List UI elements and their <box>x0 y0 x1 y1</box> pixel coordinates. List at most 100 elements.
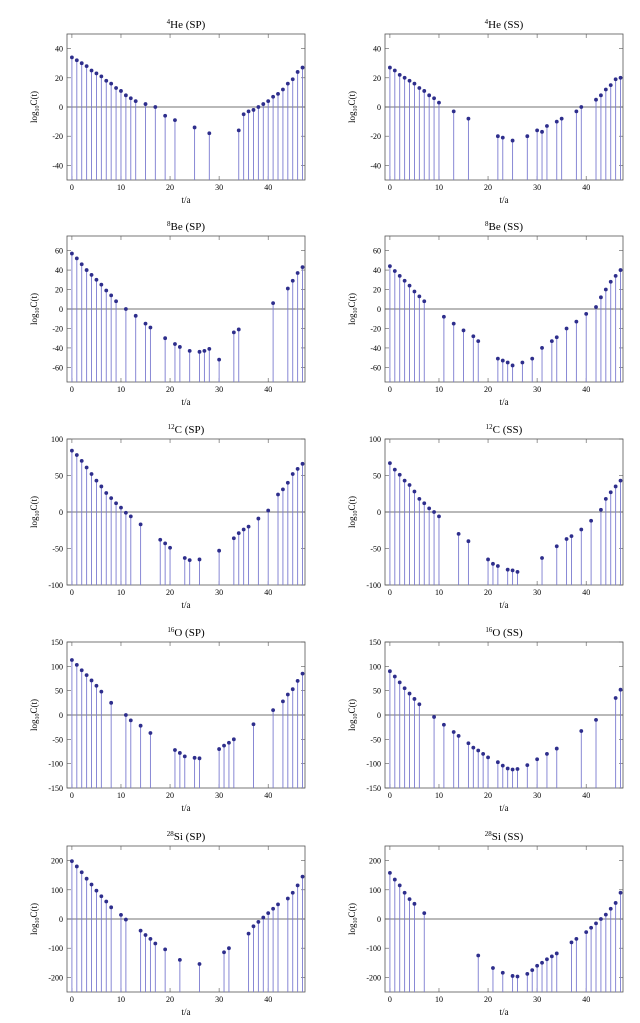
data-point <box>388 65 392 70</box>
data-point <box>99 74 104 79</box>
y-axis-label-sub: 10 <box>35 713 41 719</box>
y-tick-label: -50 <box>370 545 381 554</box>
data-point <box>281 699 285 704</box>
data-point <box>84 673 89 677</box>
x-tick-label: 40 <box>582 995 590 1004</box>
data-point <box>138 723 143 728</box>
data-point <box>114 299 118 304</box>
y-axis-label-pre: log <box>347 923 357 935</box>
data-point <box>540 556 544 560</box>
y-tick-label: 50 <box>55 687 63 696</box>
y-tick-label: -200 <box>48 973 63 982</box>
data-point <box>99 484 104 489</box>
data-point <box>276 902 280 907</box>
data-point <box>397 72 402 77</box>
data-point <box>182 754 187 759</box>
data-point <box>123 917 128 922</box>
data-point <box>545 752 549 756</box>
y-axis-label-sub: 10 <box>35 105 41 111</box>
data-point <box>217 357 222 362</box>
data-point <box>119 505 123 510</box>
x-tick-label: 40 <box>264 791 272 800</box>
x-tick-label: 0 <box>70 588 74 597</box>
data-point <box>266 99 271 104</box>
y-tick-label: 150 <box>51 638 63 647</box>
data-point <box>79 61 84 66</box>
data-point <box>451 321 456 326</box>
y-axis-label: log10C(t) <box>29 91 41 123</box>
data-point <box>471 334 476 339</box>
data-point <box>290 890 295 895</box>
data-point <box>407 483 412 487</box>
data-point <box>574 109 579 114</box>
data-point <box>84 64 89 69</box>
chart-title-label: Be (SS) <box>488 221 523 233</box>
data-point <box>94 888 99 893</box>
data-point <box>402 75 407 80</box>
x-tick-label: 0 <box>388 995 392 1004</box>
x-tick-label: 20 <box>484 183 492 192</box>
data-point <box>466 539 471 544</box>
data-point <box>397 680 402 685</box>
data-point <box>271 94 276 99</box>
data-point <box>271 906 276 911</box>
y-tick-label: 150 <box>369 638 381 647</box>
data-point <box>285 480 290 485</box>
data-point <box>422 911 427 916</box>
data-point <box>276 91 280 96</box>
data-point <box>231 737 236 742</box>
y-axis-label: log10C(t) <box>347 496 359 528</box>
data-point <box>227 946 231 951</box>
data-point <box>564 537 569 541</box>
data-point <box>295 883 300 888</box>
data-point <box>618 478 623 483</box>
chart-title-mass: 16 <box>485 626 493 634</box>
x-tick-label: 40 <box>264 588 272 597</box>
chart-title-mass: 28 <box>167 830 175 838</box>
x-tick-label: 20 <box>166 791 174 800</box>
data-point <box>437 100 441 105</box>
data-point <box>618 75 623 80</box>
x-tick-label: 10 <box>435 791 443 800</box>
data-point <box>256 105 261 109</box>
y-tick-label: -100 <box>48 581 63 590</box>
data-point <box>266 508 271 513</box>
data-point <box>392 68 397 73</box>
y-tick-label: 40 <box>55 45 63 54</box>
data-point <box>138 522 143 527</box>
data-point <box>540 960 544 965</box>
data-point <box>388 669 392 674</box>
data-point <box>89 472 94 476</box>
data-point <box>535 128 540 133</box>
data-point <box>613 901 618 905</box>
data-point <box>119 913 123 917</box>
data-point <box>143 102 148 106</box>
data-point <box>84 876 89 881</box>
data-point <box>388 461 392 465</box>
y-axis-label-sub: 10 <box>35 510 41 516</box>
data-point <box>148 731 153 735</box>
x-tick-label: 40 <box>582 588 590 597</box>
data-point <box>79 459 84 463</box>
chart-title-mass: 4 <box>167 18 171 26</box>
x-axis-label: t/a <box>500 195 509 205</box>
chart-title-label: O (SP) <box>174 627 205 639</box>
data-point <box>285 286 290 291</box>
data-point <box>589 518 594 523</box>
x-tick-label: 20 <box>166 183 174 192</box>
x-tick-label: 0 <box>388 183 392 192</box>
chart-title: 4He (SP) <box>167 18 206 31</box>
data-point <box>104 491 109 495</box>
x-tick-label: 20 <box>166 995 174 1004</box>
data-point <box>495 760 500 765</box>
data-point <box>241 527 246 532</box>
y-axis-label-post: C(t) <box>347 699 357 714</box>
y-tick-label: 0 <box>59 915 63 924</box>
y-tick-label: 0 <box>377 508 381 517</box>
data-point <box>187 558 192 563</box>
x-tick-label: 30 <box>215 995 223 1004</box>
y-tick-label: 100 <box>51 886 63 895</box>
data-point <box>133 99 138 104</box>
data-point <box>197 962 202 966</box>
data-point <box>158 537 163 542</box>
